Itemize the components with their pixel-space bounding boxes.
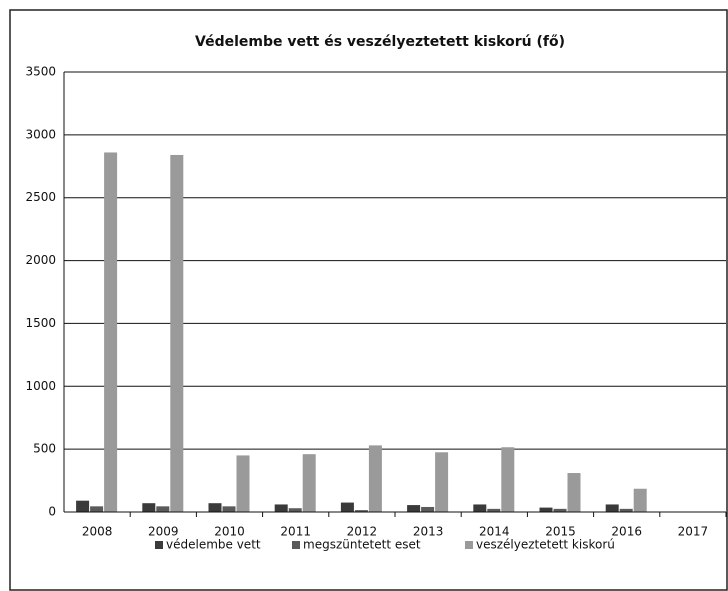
x-tick-label: 2013 [413,525,444,539]
x-tick-label: 2008 [82,525,113,539]
x-tick-label: 2011 [280,525,311,539]
bar [605,504,619,512]
y-tick-label: 2500 [25,190,56,204]
bar [567,473,581,512]
bar [156,506,170,512]
bar [340,502,354,512]
bar [142,503,156,512]
x-tick-label: 2015 [545,525,576,539]
bar [487,508,501,512]
bar [236,455,250,512]
x-tick-label: 2010 [214,525,245,539]
bar [274,504,288,512]
x-tick-label: 2009 [148,525,179,539]
y-tick-label: 3500 [25,65,56,79]
bar [208,503,222,512]
chart-frame [9,9,728,591]
y-tick-label: 3000 [25,127,56,141]
y-tick-label: 2000 [25,253,56,267]
bar [104,152,118,512]
bar [539,507,553,512]
legend-label: megszüntetett eset [303,538,421,552]
bar [90,506,104,512]
y-tick-label: 500 [33,442,56,456]
bar [553,508,567,512]
legend-swatch [292,541,300,549]
bar [222,506,236,512]
bar [633,488,647,512]
legend-swatch [465,541,473,549]
bar [354,510,368,512]
y-tick-label: 0 [48,505,56,519]
y-tick-label: 1500 [25,316,56,330]
x-tick-label: 2016 [611,525,642,539]
legend-label: védelembe vett [166,538,261,552]
bar [302,454,316,512]
legend-label: veszélyeztetett kiskorú [476,538,615,552]
bar [288,508,302,512]
x-tick-label: 2017 [678,525,709,539]
y-tick-label: 1000 [25,379,56,393]
bar [368,445,382,512]
bar [76,500,90,512]
bar [407,505,421,512]
bar [421,506,435,512]
x-tick-label: 2014 [479,525,510,539]
bar [473,504,487,512]
legend-swatch [155,541,163,549]
bar [501,447,515,512]
bar [170,154,184,512]
bar [619,508,633,512]
x-tick-label: 2012 [347,525,378,539]
bar [435,452,449,512]
chart-title: Védelembe vett és veszélyeztetett kiskor… [195,34,565,50]
